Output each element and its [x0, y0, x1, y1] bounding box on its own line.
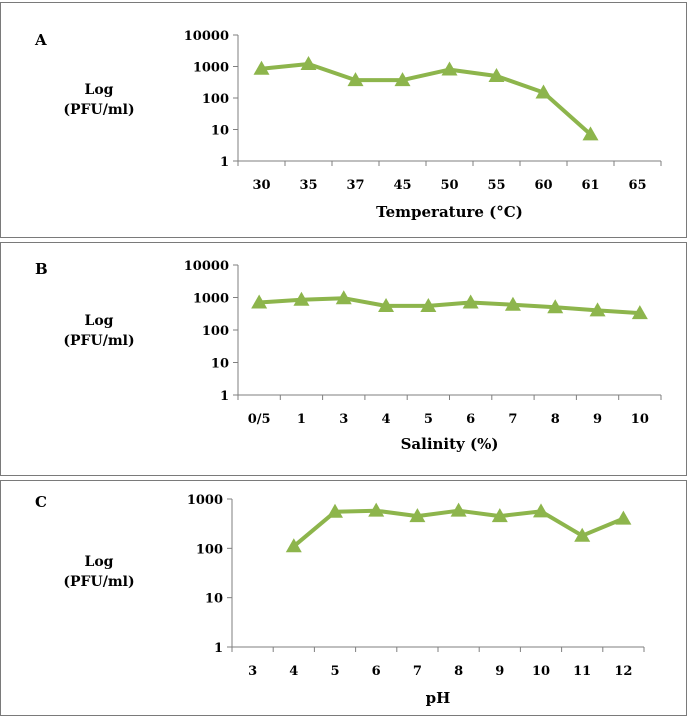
x-tick-label: 60 [534, 178, 552, 193]
y-axis-label-unit: (PFU/ml) [63, 333, 134, 349]
data-point [293, 291, 310, 306]
x-tick-label: 9 [593, 412, 602, 427]
data-point [285, 538, 302, 553]
y-tick-label: 100 [202, 324, 229, 339]
x-tick-label: 10 [631, 412, 649, 427]
x-axis-label: Temperature (°C) [376, 203, 523, 221]
x-tick-label: 65 [628, 178, 646, 193]
data-point [589, 302, 606, 317]
x-tick-label: 12 [614, 664, 632, 679]
y-axis-label: Log [85, 313, 114, 329]
x-tick-label: 9 [495, 664, 504, 679]
data-point [491, 508, 508, 523]
series-line [261, 62, 592, 136]
data-point [253, 60, 270, 75]
y-axis-label-unit: (PFU/ml) [63, 574, 134, 590]
x-tick-label: 35 [299, 178, 317, 193]
x-tick-label: 4 [382, 412, 391, 427]
x-axis-label: Salinity (%) [401, 435, 499, 453]
y-tick-label: 1 [220, 155, 229, 170]
y-tick-label: 10 [205, 592, 223, 607]
y-tick-label: 1000 [193, 292, 229, 307]
y-tick-label: 1000 [193, 61, 229, 76]
y-axis-label: Log [85, 554, 114, 570]
chart-c: C Log (PFU/ml) 1 10 100 1000 3 4 5 6 7 8 9 10 11 12 pH [35, 493, 645, 707]
y-axis-label: Log [85, 82, 114, 98]
data-point [251, 294, 268, 309]
x-tick-label: 50 [440, 178, 458, 193]
y-tick-label: 10000 [184, 259, 229, 274]
data-point [535, 84, 552, 99]
x-tick-label: 55 [487, 178, 505, 193]
x-tick-label: 6 [466, 412, 475, 427]
data-point [368, 502, 385, 517]
panel-b: B Log (PFU/ml) 1 10 100 1000 10000 0/5 1 3 4 5 6 7 8 9 10… [0, 242, 687, 476]
x-tick-label: 61 [581, 178, 599, 193]
y-tick-label: 10 [211, 357, 229, 372]
data-point [394, 72, 411, 87]
y-tick-label: 10 [211, 124, 229, 139]
x-tick-label: 11 [573, 664, 591, 679]
data-point [504, 296, 521, 311]
data-point [441, 61, 458, 76]
data-point [533, 503, 549, 518]
x-tick-label: 5 [424, 412, 433, 427]
data-point [450, 502, 467, 517]
x-tick-label: 3 [248, 664, 257, 679]
panel-label: C [35, 493, 47, 511]
panel-label: A [34, 31, 47, 49]
data-point [327, 503, 343, 518]
x-tick-label: 7 [508, 412, 517, 427]
x-tick-label: 30 [252, 178, 270, 193]
y-tick-label: 100 [196, 542, 223, 557]
y-tick-label: 10000 [184, 29, 229, 44]
data-point [631, 305, 648, 320]
data-point [462, 294, 479, 309]
chart-a: A Log (PFU/ml) 1 10 100 1000 10000 30 35 37 45 50 55 6… [34, 29, 662, 221]
series-line [258, 296, 640, 316]
y-tick-label: 1000 [187, 493, 223, 508]
data-point [347, 72, 364, 87]
x-tick-label: 5 [330, 664, 339, 679]
panel-c: C Log (PFU/ml) 1 10 100 1000 3 4 5 6 7 8 9 10 11 12 pH [0, 480, 687, 716]
data-point [574, 527, 591, 542]
x-tick-label: 1 [297, 412, 306, 427]
data-point [378, 297, 395, 312]
data-point [547, 299, 564, 314]
x-tick-label: 8 [551, 412, 560, 427]
x-axis-label: pH [426, 689, 451, 707]
chart-b: B Log (PFU/ml) 1 10 100 1000 10000 0/5 1 3 4 5 6 7 8 9 10… [35, 259, 662, 453]
data-point [488, 67, 505, 82]
data-point [335, 290, 352, 305]
data-point [615, 510, 632, 525]
panel-a: A Log (PFU/ml) 1 10 100 1000 10000 30 35 37 45 50 55 6… [0, 2, 687, 238]
x-tick-label: 45 [393, 178, 411, 193]
x-tick-label: 6 [372, 664, 381, 679]
x-tick-label: 7 [413, 664, 422, 679]
x-tick-label: 4 [289, 664, 298, 679]
data-point [420, 297, 437, 312]
x-tick-label: 0/5 [248, 412, 271, 427]
x-tick-label: 37 [346, 178, 364, 193]
data-point [300, 56, 317, 71]
data-point [582, 126, 599, 141]
y-tick-label: 1 [214, 641, 223, 656]
panel-label: B [35, 260, 48, 278]
x-tick-label: 3 [339, 412, 348, 427]
y-axis-label-unit: (PFU/ml) [63, 102, 134, 118]
x-tick-label: 8 [454, 664, 463, 679]
y-tick-label: 100 [202, 92, 229, 107]
y-tick-label: 1 [220, 389, 229, 404]
data-point [409, 508, 426, 523]
x-tick-label: 10 [532, 664, 550, 679]
